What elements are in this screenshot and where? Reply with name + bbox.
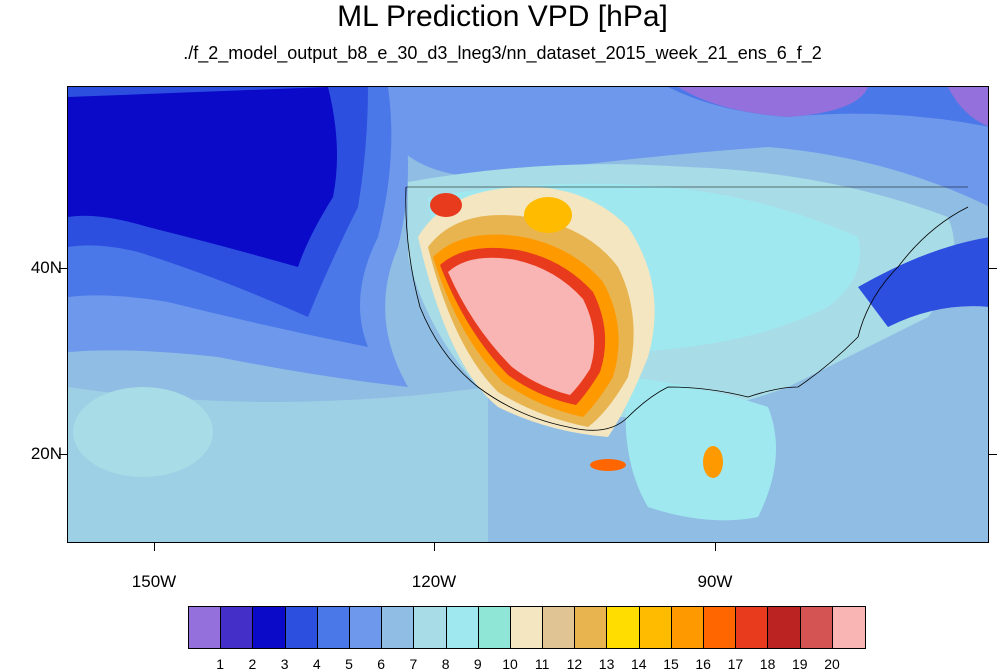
northeast-purple	[948, 87, 988, 127]
colorbar-swatch	[607, 607, 640, 648]
colorbar-label: 17	[727, 656, 744, 672]
colorbar-swatch	[253, 607, 286, 648]
colorbar-label: 4	[312, 656, 321, 672]
colorbar-label: 16	[695, 656, 711, 672]
colorbar-label: 11	[534, 656, 550, 672]
colorbar-label: 7	[409, 656, 418, 672]
colorbar-label: 14	[631, 656, 647, 672]
y-tick-40n	[59, 268, 67, 269]
colorbar-swatch	[317, 607, 350, 648]
colorbar-label: 19	[792, 656, 808, 672]
lon-label-90w: 90W	[697, 572, 733, 591]
x-tick-150w	[154, 543, 155, 551]
coastline	[405, 186, 969, 431]
colorbar-swatch	[285, 607, 318, 648]
colorbar-swatch	[414, 607, 447, 648]
canada-band	[388, 87, 988, 207]
colorbar-label: 15	[663, 656, 679, 672]
colorbar-swatch	[575, 607, 608, 648]
map-plot-area	[67, 86, 989, 543]
lat-label-40n: 40N	[30, 258, 62, 277]
y-tick-40n-right	[989, 268, 997, 269]
colorbar-swatch	[768, 607, 801, 648]
colorbar-swatch	[832, 607, 865, 648]
y-tick-20n-right	[989, 454, 997, 455]
yucatan-hotspot	[703, 446, 723, 478]
southwest-desert	[448, 257, 595, 395]
mexico-hotspot	[590, 459, 626, 471]
colorbar-label: 9	[473, 656, 482, 672]
x-tick-90w	[715, 543, 716, 551]
colorbar-label: 12	[566, 656, 583, 672]
hudson-purple	[678, 87, 868, 117]
hawaii-patch	[73, 387, 213, 477]
colorbar-label: 2	[248, 656, 257, 672]
colorbar-swatch	[704, 607, 737, 648]
colorbar-label: 1	[216, 656, 225, 672]
x-tick-120w	[434, 543, 435, 551]
colorbar-label: 10	[502, 656, 518, 672]
colorbar-swatch	[189, 607, 222, 648]
colorbar-swatch	[221, 607, 254, 648]
colorbar	[188, 606, 866, 649]
pacific-band-3	[68, 87, 337, 267]
colorbar-swatch	[543, 607, 576, 648]
colorbar-label: 5	[345, 656, 353, 672]
colorbar-swatch	[382, 607, 415, 648]
map-title: ML Prediction VPD [hPa]	[337, 0, 668, 33]
lon-label-120w: 120W	[411, 572, 457, 591]
map-subtitle: ./f_2_model_output_b8_e_30_d3_lneg3/nn_d…	[183, 43, 822, 63]
colorbar-label: 6	[377, 656, 386, 672]
lat-label-20n: 20N	[30, 444, 62, 463]
idaho-hotspot	[430, 193, 462, 217]
colorbar-swatch	[510, 607, 544, 648]
colorbar-swatch	[800, 607, 833, 648]
colorbar-label: 13	[598, 656, 615, 672]
colorbar-swatch	[446, 607, 479, 648]
colorbar-label: 20	[824, 656, 840, 672]
y-tick-20n	[59, 454, 67, 455]
vpd-contour-map	[68, 87, 988, 542]
colorbar-swatch	[671, 607, 704, 648]
colorbar-label: 18	[759, 656, 776, 672]
colorbar-swatch	[736, 607, 769, 648]
colorbar-swatch	[478, 607, 511, 648]
colorbar-label: 3	[280, 656, 289, 672]
gulf-patch	[625, 377, 776, 521]
colorbar-swatch	[639, 607, 672, 648]
montana-hotspot	[524, 197, 572, 233]
atlantic-band	[858, 237, 988, 327]
lon-label-150w: 150W	[131, 572, 177, 591]
colorbar-swatch	[349, 607, 383, 648]
colorbar-label: 8	[441, 656, 450, 672]
